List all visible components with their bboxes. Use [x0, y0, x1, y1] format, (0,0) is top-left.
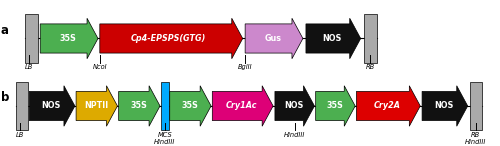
- Polygon shape: [212, 86, 273, 126]
- Polygon shape: [245, 18, 303, 59]
- Text: NOS: NOS: [322, 34, 342, 43]
- Text: LB: LB: [16, 132, 24, 138]
- Text: LB: LB: [25, 64, 34, 70]
- Polygon shape: [422, 86, 468, 126]
- Text: 35S: 35S: [181, 101, 198, 111]
- Text: HindIII: HindIII: [284, 132, 306, 138]
- Polygon shape: [30, 86, 75, 126]
- Bar: [25, 14, 38, 63]
- Text: 35S: 35S: [60, 34, 76, 43]
- Bar: [470, 82, 482, 130]
- Bar: [16, 82, 28, 130]
- Text: b: b: [0, 91, 9, 104]
- Text: RB
HindIII: RB HindIII: [465, 132, 486, 145]
- Bar: [364, 14, 377, 63]
- Polygon shape: [170, 86, 211, 126]
- Text: Cry1Ac: Cry1Ac: [226, 101, 257, 111]
- Text: 35S: 35S: [130, 101, 147, 111]
- Text: NcoI: NcoI: [92, 64, 107, 70]
- Text: NOS: NOS: [284, 101, 304, 111]
- Text: Gus: Gus: [264, 34, 281, 43]
- Text: Cry2A: Cry2A: [374, 101, 400, 111]
- Bar: [161, 82, 168, 130]
- Text: NPTII: NPTII: [84, 101, 108, 111]
- Text: BglII: BglII: [238, 64, 252, 70]
- Polygon shape: [40, 18, 98, 59]
- Text: MCS
HindIII: MCS HindIII: [154, 132, 176, 145]
- Polygon shape: [316, 86, 355, 126]
- Text: NOS: NOS: [42, 101, 61, 111]
- Polygon shape: [76, 86, 118, 126]
- Polygon shape: [118, 86, 160, 126]
- Polygon shape: [356, 86, 420, 126]
- Text: Cp4-EPSPS(GTG): Cp4-EPSPS(GTG): [131, 34, 206, 43]
- Text: a: a: [0, 24, 8, 37]
- Polygon shape: [100, 18, 242, 59]
- Polygon shape: [306, 18, 360, 59]
- Polygon shape: [275, 86, 314, 126]
- Text: RB: RB: [366, 64, 375, 70]
- Text: NOS: NOS: [434, 101, 454, 111]
- Text: 35S: 35S: [326, 101, 343, 111]
